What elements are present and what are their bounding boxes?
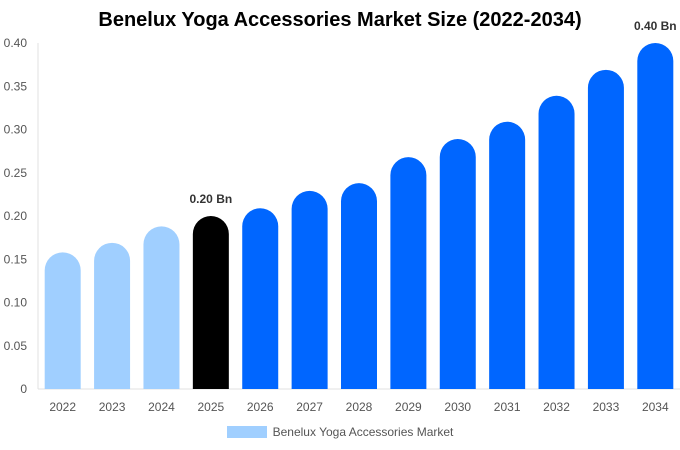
bar-2024: [143, 226, 180, 389]
y-tick-label: 0.15: [4, 252, 28, 266]
y-tick-label: 0.10: [4, 296, 28, 310]
bar-2032: [538, 95, 575, 389]
y-tick-label: 0.20: [4, 209, 28, 223]
x-tick-label: 2030: [444, 400, 471, 414]
x-tick-label: 2026: [247, 400, 274, 414]
x-tick-label: 2031: [494, 400, 521, 414]
y-tick-label: 0: [20, 382, 27, 396]
bar-2025: [192, 216, 229, 389]
x-tick-label: 2025: [197, 400, 224, 414]
bar-2023: [94, 242, 131, 389]
bar-2026: [242, 208, 279, 389]
legend-label: Benelux Yoga Accessories Market: [272, 425, 454, 439]
x-tick-label: 2022: [49, 400, 76, 414]
data-label-2025: 0.20 Bn: [190, 192, 233, 206]
legend: Benelux Yoga Accessories Market: [0, 425, 680, 439]
y-tick-label: 0.25: [4, 166, 28, 180]
x-tick-label: 2027: [296, 400, 323, 414]
legend-swatch: [226, 426, 267, 438]
bar-2028: [341, 183, 377, 389]
x-tick-label: 2029: [395, 400, 422, 414]
x-tick-label: 2023: [99, 400, 126, 414]
bar-2031: [489, 121, 526, 390]
bar-2029: [390, 157, 427, 389]
y-tick-label: 0.30: [4, 123, 28, 137]
x-tick-label: 2033: [593, 400, 620, 414]
x-tick-label: 2032: [543, 400, 570, 414]
y-tick-label: 0.40: [4, 36, 28, 50]
x-tick-label: 2034: [642, 400, 669, 414]
x-tick-label: 2024: [148, 400, 175, 414]
bar-2022: [44, 252, 81, 389]
bar-2034: [637, 43, 674, 389]
bar-2027: [291, 190, 328, 389]
data-label-2034: 0.40 Bn: [634, 19, 677, 33]
bar-2030: [439, 139, 476, 389]
x-tick-label: 2028: [346, 400, 373, 414]
chart-title: Benelux Yoga Accessories Market Size (20…: [98, 9, 582, 31]
y-tick-label: 0.35: [4, 79, 28, 93]
y-tick-label: 0.05: [4, 339, 28, 353]
bar-2033: [587, 69, 624, 389]
